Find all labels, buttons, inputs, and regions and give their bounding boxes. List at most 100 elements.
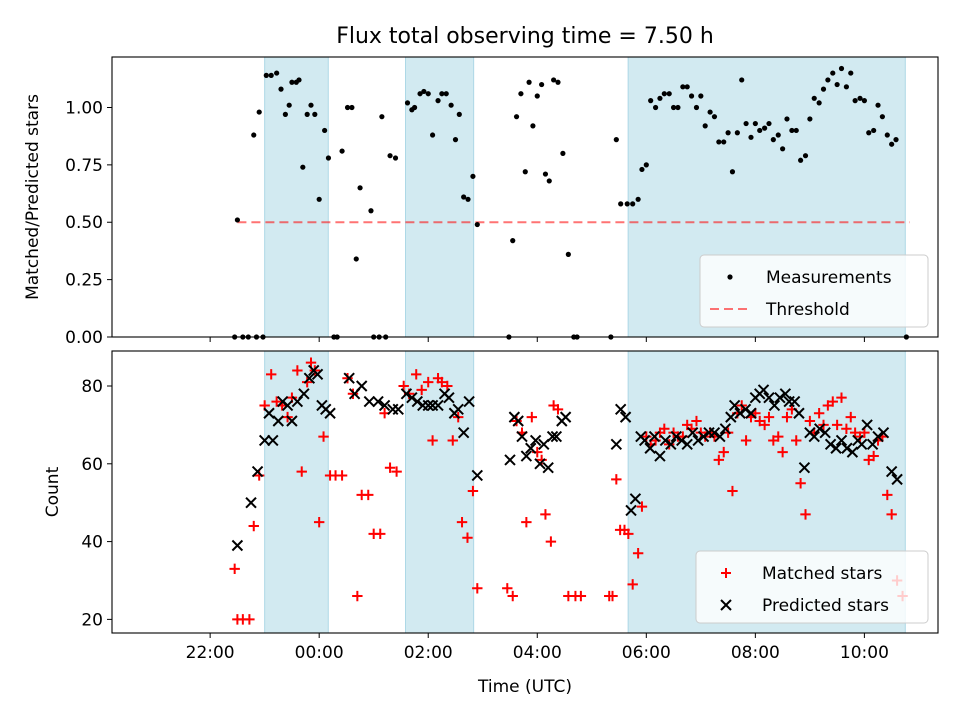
matched-star-point [791,435,802,446]
predicted-star-point [520,450,533,462]
y-tick-label: 0.25 [65,271,103,291]
matched-star-point [795,478,806,489]
measurement-point [875,102,881,108]
predicted-star-point [272,415,284,427]
predicted-star-point [734,407,746,419]
matched-star-point [416,384,427,396]
measurement-point [470,173,476,179]
predicted-star-point [670,430,683,443]
matched-star-point [511,415,522,427]
predicted-star-point [559,411,572,423]
predicted-star-point [813,423,826,435]
predicted-star-point [725,411,737,423]
matched-star-point [836,392,847,403]
shaded-interval [264,350,329,634]
measurement-point [555,79,561,85]
matched-star-point [296,466,307,477]
predicted-star-point [452,403,464,416]
matched-star-point [305,357,317,368]
predicted-star-point [263,407,275,419]
measurement-point [639,166,645,173]
measurement-point [871,127,877,134]
legend-marker-matched [721,568,731,578]
predicted-star-point [267,434,279,447]
measurement-point [613,137,619,143]
measurement-point [256,109,262,115]
measurement-point [702,123,708,129]
predicted-star-point [614,403,627,416]
matched-star-point [718,446,729,458]
measurement-point [234,217,240,223]
matched-star-point [740,435,752,446]
measurement-point [510,238,516,244]
measurement-point [834,81,840,88]
x-tick-label: 00:00 [295,643,344,663]
predicted-star-point [757,384,770,396]
predicted-star-point [378,399,391,412]
measurement-point [798,157,804,163]
predicted-star-point [512,415,524,427]
predicted-star-point [697,430,710,443]
predicted-star-point [356,380,368,392]
predicted-star-point [432,399,444,412]
measurement-point [711,114,718,120]
measurement-point [452,137,459,143]
y-tick-label: 0.50 [65,213,103,233]
measurement-point [435,98,441,104]
predicted-star-point [281,399,294,412]
measurement-point [884,132,890,138]
measurement-point [889,141,895,147]
measurement-point [349,104,355,111]
predicted-star-point [835,434,848,447]
matched-star-point [607,590,618,602]
predicted-star-point [891,473,903,486]
matched-star-point [623,528,634,540]
predicted-star-point [363,395,376,408]
predicted-star-point [788,395,801,408]
matched-star-point [244,614,255,625]
predicted-star-point [542,461,554,474]
measurement-point [392,155,399,161]
matched-star-point [636,501,648,512]
measurement-point [368,208,374,214]
measurement-point [618,201,624,207]
measurement-point [316,196,322,202]
matched-star-point [427,435,438,446]
measurement-point [648,98,654,104]
matched-star-point [347,388,359,399]
matched-star-point [868,450,879,462]
x-axis-label: Time (UTC) [477,677,572,697]
predicted-star-point [422,399,434,412]
measurement-point [411,104,418,111]
y-tick-label: 20 [81,610,103,630]
predicted-star-point [443,391,455,404]
matched-star-point [266,369,277,380]
predicted-star-point [231,539,244,552]
measurement-point [624,201,630,207]
measurement-point [417,91,423,97]
predicted-star-point [686,426,699,439]
y-axis-label: Count [43,466,63,517]
measurement-point [652,104,659,111]
matched-star-point [800,509,811,520]
measurement-point [698,93,704,99]
predicted-star-point [798,461,811,474]
chart-title: Flux total observing time = 7.50 h [336,24,714,49]
predicted-star-point [739,403,752,416]
x-tick-label: 08:00 [731,643,780,663]
predicted-star-point [774,391,786,404]
x-tick-label: 02:00 [404,643,453,663]
measurement-point [752,120,758,127]
predicted-star-point [855,438,868,451]
measurement-point [707,109,713,115]
measurement-point [421,88,427,95]
predicted-star-point [457,426,470,439]
predicted-star-point [793,407,805,419]
measurement-point [296,77,302,83]
predicted-star-point [872,430,884,443]
measurement-point [721,139,727,145]
measurement-point [251,132,257,138]
measurement-point [286,102,292,108]
predicted-star-point [529,434,542,447]
